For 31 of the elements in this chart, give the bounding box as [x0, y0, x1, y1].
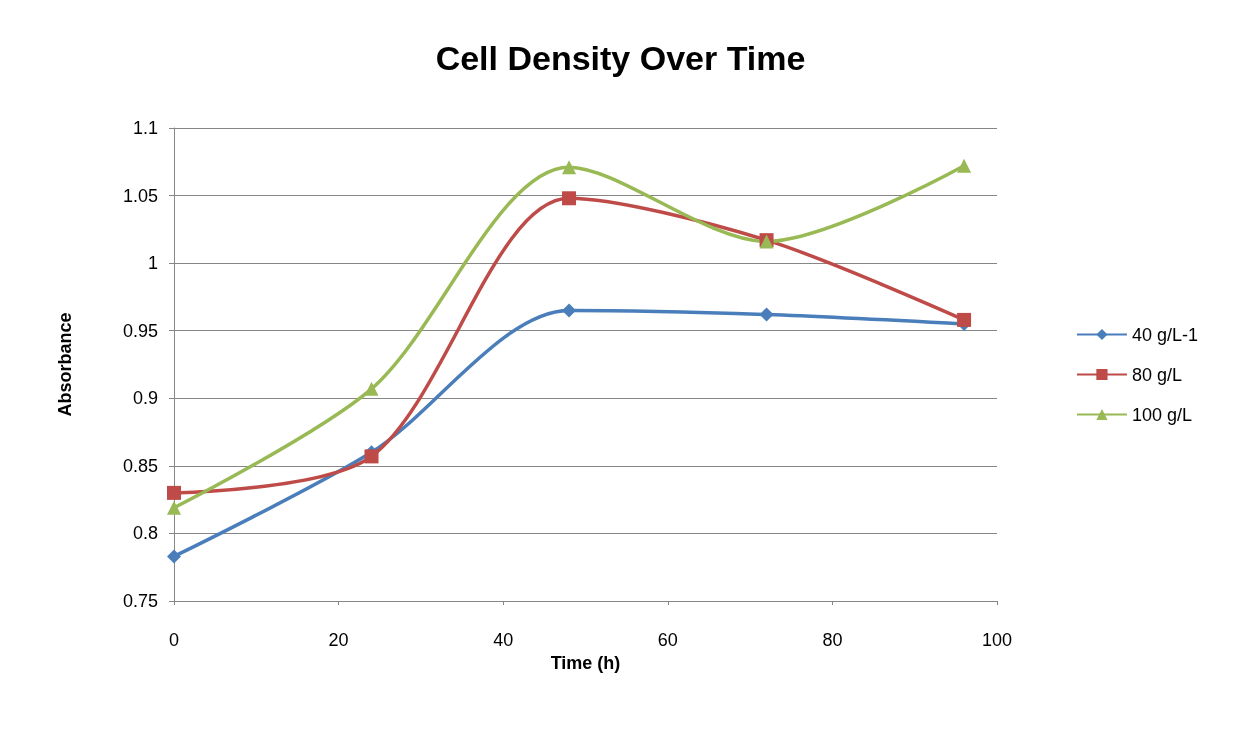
x-tick-label: 100 [981, 630, 1013, 650]
point [167, 549, 181, 564]
point [167, 500, 181, 515]
legend-label: 80 g/L [1131, 364, 1182, 385]
point [364, 381, 379, 396]
point [167, 485, 181, 500]
y-tick-label: 1.05 [122, 185, 158, 206]
point [759, 307, 774, 322]
y-tick-label: 0.85 [122, 455, 158, 476]
y-tick-label: 1.1 [132, 118, 158, 138]
y-tick-label: 1 [147, 253, 158, 274]
x-tick-label: 0 [168, 630, 180, 650]
x-tick-label: 20 [328, 630, 349, 650]
point [562, 303, 577, 318]
x-axis-title: Time (h) [550, 652, 621, 673]
x-tick-label: 40 [493, 630, 514, 650]
y-tick-label: 0.95 [122, 320, 158, 341]
legend-label: 40 g/L-1 [1131, 324, 1199, 345]
point [957, 158, 972, 173]
chart-title: Cell Density Over Time [435, 39, 806, 77]
point [562, 160, 577, 175]
y-axis-title: Absorbance [55, 312, 75, 417]
x-tick-label: 80 [822, 630, 843, 650]
y-tick-label: 0.9 [132, 388, 158, 409]
point [957, 312, 972, 327]
point [364, 449, 379, 464]
y-tick-label: 0.8 [132, 523, 158, 544]
point [562, 191, 577, 206]
x-tick-label: 60 [657, 630, 678, 650]
legend-label: 100 g/L [1131, 404, 1193, 425]
y-tick-label: 0.75 [122, 591, 158, 611]
